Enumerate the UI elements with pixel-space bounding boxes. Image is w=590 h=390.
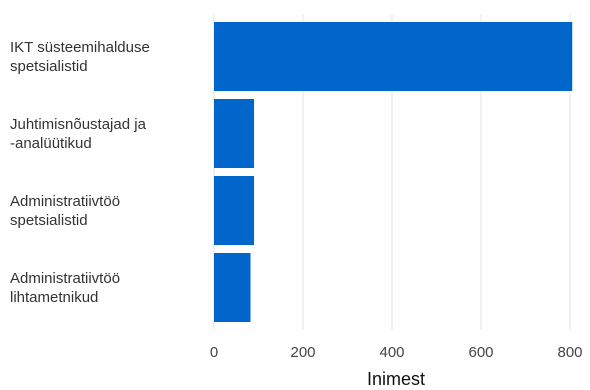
category-label: Juhtimisnõustajad ja -analüütikud [10, 116, 147, 152]
category-label-line: IKT süsteemihalduse [10, 39, 150, 56]
category-label-line: Administratiivtöö [10, 270, 120, 287]
category-label: Administratiivtöö lihtametnikud [10, 270, 120, 306]
category-label-line: spetsialistid [10, 58, 88, 75]
x-tick-label: 200 [290, 344, 315, 361]
bar-2 [214, 176, 255, 245]
x-tick-label: 0 [210, 344, 218, 361]
category-label-line: Juhtimisnõustajad ja [10, 116, 147, 133]
bar-0 [214, 22, 573, 91]
category-label-line: lihtametnikud [10, 289, 98, 306]
category-label-line: -analüütikud [10, 135, 92, 152]
category-label: IKT süsteemihalduse spetsialistid [10, 39, 150, 75]
x-tick-label: 400 [379, 344, 404, 361]
x-tick-label: 600 [468, 344, 493, 361]
bars [214, 22, 573, 322]
category-label-line: spetsialistid [10, 212, 88, 229]
bar-3 [214, 253, 251, 322]
bar-1 [214, 99, 255, 168]
x-tick-labels: 0 200 400 600 800 [210, 344, 583, 361]
category-label-line: Administratiivtöö [10, 193, 120, 210]
x-tick-label: 800 [557, 344, 582, 361]
x-axis-title: Inimest [367, 369, 425, 389]
category-label: Administratiivtöö spetsialistid [10, 193, 120, 229]
category-labels: IKT süsteemihalduse spetsialistid Juhtimis… [10, 39, 150, 306]
